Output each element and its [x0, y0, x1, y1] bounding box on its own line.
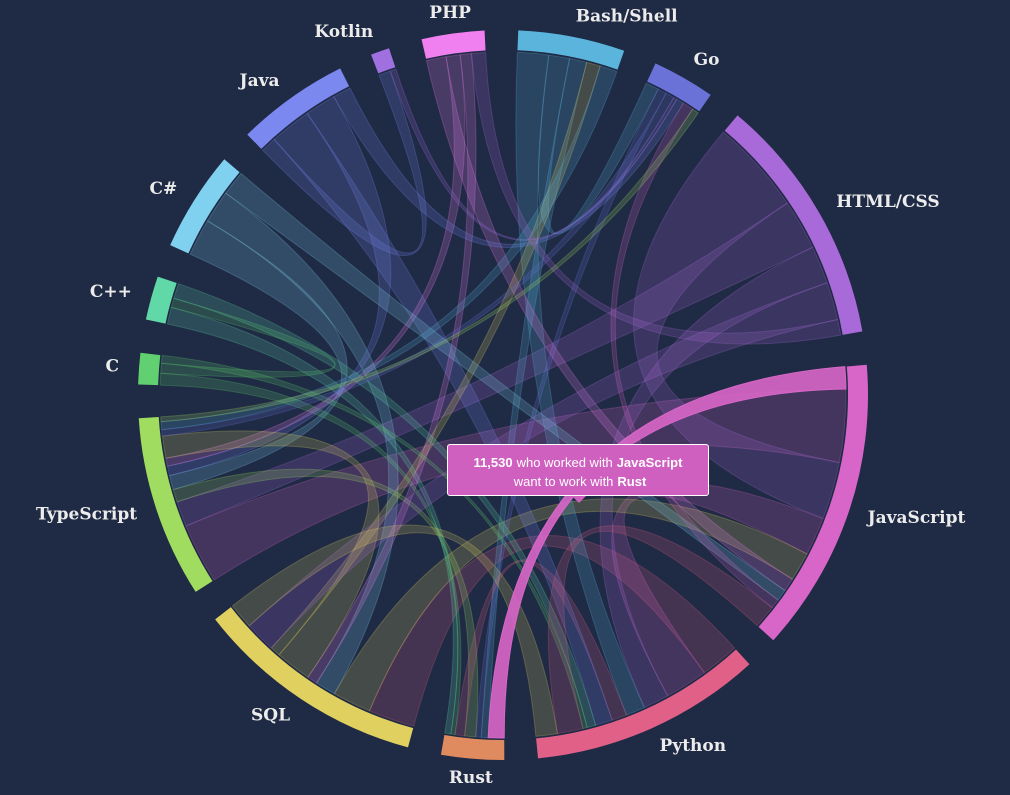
ribbon [160, 65, 618, 431]
group-label: TypeScript [36, 504, 137, 524]
ribbon [248, 282, 839, 649]
ribbon [389, 68, 678, 241]
tooltip-line-1: 11,530 who worked with JavaScript [448, 453, 708, 472]
highlighted-ribbon [487, 366, 847, 739]
group-arc [724, 115, 863, 335]
ribbon [454, 559, 628, 737]
ribbon [172, 468, 479, 738]
ribbon [475, 88, 667, 738]
group-label: C [105, 357, 119, 377]
ribbon [161, 430, 380, 678]
ribbon [173, 283, 597, 729]
group-arc [138, 352, 161, 386]
tooltip: 11,530 who worked with JavaScript want to … [447, 444, 709, 503]
ribbon [166, 95, 392, 477]
ribbon [176, 202, 814, 527]
group-label: Bash/Shell [576, 6, 678, 26]
group-arc [247, 68, 350, 149]
group-arc [536, 649, 750, 759]
ribbon [547, 525, 773, 735]
ribbon [168, 220, 348, 491]
ribbon [160, 108, 699, 423]
ribbon [515, 51, 646, 716]
group-label: Java [238, 71, 280, 91]
group-arc [421, 30, 486, 59]
group-arc [517, 30, 625, 70]
ribbon [333, 498, 808, 712]
ribbon [273, 112, 613, 726]
group-arc [758, 364, 868, 641]
ribbon [425, 56, 794, 592]
group-label: Python [660, 736, 727, 756]
group-label: Rust [449, 768, 493, 788]
tooltip-source: JavaScript [616, 455, 683, 470]
tooltip-value: 11,530 [473, 455, 513, 470]
group-arc [647, 63, 711, 112]
ribbon [610, 102, 779, 609]
ribbon [261, 70, 427, 257]
group-arc [371, 48, 396, 74]
tooltip-target: Rust [617, 474, 647, 489]
ribbon [470, 51, 842, 345]
ribbon [159, 372, 462, 736]
ribbon [160, 297, 336, 378]
group-label: HTML/CSS [836, 192, 939, 212]
tooltip-text: who worked with [516, 455, 613, 470]
group-label: Go [694, 50, 720, 70]
group-arc [440, 734, 505, 760]
tooltip-text: want to work with [513, 474, 614, 489]
group-arc [145, 276, 177, 324]
group-label: C++ [90, 282, 132, 302]
ribbon [166, 306, 459, 735]
ribbon [537, 54, 659, 235]
ribbon [368, 534, 736, 727]
group-label: SQL [251, 705, 290, 725]
ribbon [206, 192, 399, 695]
ribbon [599, 246, 828, 709]
ribbon [333, 87, 685, 248]
ribbon [185, 388, 847, 581]
ribbon [160, 354, 588, 730]
group-label: Kotlin [314, 22, 373, 42]
ribbon [270, 61, 601, 656]
group-arc [138, 417, 213, 592]
ribbon [633, 131, 840, 520]
group-label: C# [150, 179, 178, 199]
tooltip-line-2: want to work with Rust [448, 472, 708, 491]
group-arc [215, 607, 414, 748]
ribbon [161, 92, 675, 437]
ribbon [307, 52, 477, 684]
ribbon [165, 54, 466, 467]
group-arc [170, 159, 240, 254]
ribbon [231, 524, 559, 737]
group-label: JavaScript [866, 508, 966, 528]
group-label: PHP [429, 3, 471, 23]
